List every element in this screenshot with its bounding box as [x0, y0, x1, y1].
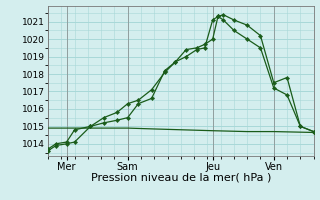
X-axis label: Pression niveau de la mer( hPa ): Pression niveau de la mer( hPa ) — [91, 173, 271, 183]
